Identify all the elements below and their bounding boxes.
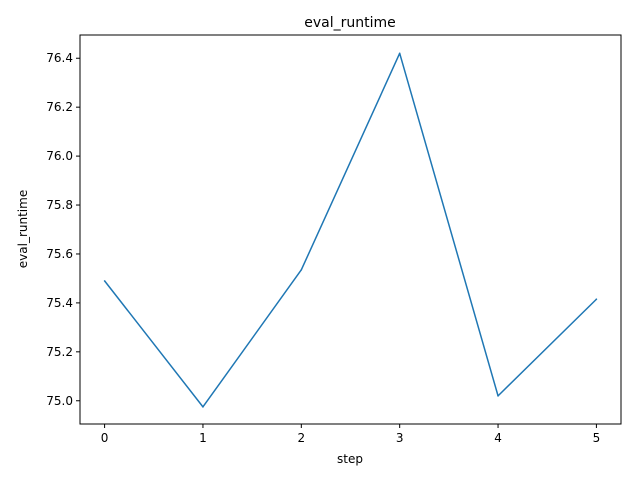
x-tick-label: 3 — [396, 431, 404, 445]
x-tick-label: 2 — [297, 431, 305, 445]
data-point — [202, 406, 204, 408]
y-axis: 75.0 75.2 75.4 75.6 75.8 76.0 76.2 76.4 — [46, 51, 80, 408]
y-tick-label: 75.4 — [46, 296, 73, 310]
plot-frame — [79, 34, 622, 425]
data-point — [595, 298, 598, 301]
y-tick-label: 76.4 — [46, 51, 73, 65]
y-tick-label: 75.6 — [46, 247, 73, 261]
x-axis-label: step — [337, 452, 363, 466]
y-tick-label: 75.2 — [46, 345, 73, 359]
y-tick-label: 75.8 — [46, 198, 73, 212]
y-tick-label: 75.0 — [46, 394, 73, 408]
plot-area — [103, 52, 598, 408]
x-tick-label: 5 — [593, 431, 601, 445]
x-tick-label: 0 — [101, 431, 109, 445]
x-tick-label: 4 — [494, 431, 502, 445]
data-point — [497, 395, 499, 397]
data-point — [398, 52, 401, 55]
y-tick-label: 76.2 — [46, 100, 73, 114]
data-point — [103, 280, 106, 282]
chart-title: eval_runtime — [304, 15, 396, 31]
series-line — [103, 52, 597, 408]
data-point — [300, 269, 303, 271]
y-tick-label: 76.0 — [46, 149, 73, 163]
x-tick-label: 1 — [199, 431, 207, 445]
x-axis: 0 1 2 3 4 5 — [101, 424, 600, 445]
y-axis-label: eval_runtime — [16, 190, 30, 268]
